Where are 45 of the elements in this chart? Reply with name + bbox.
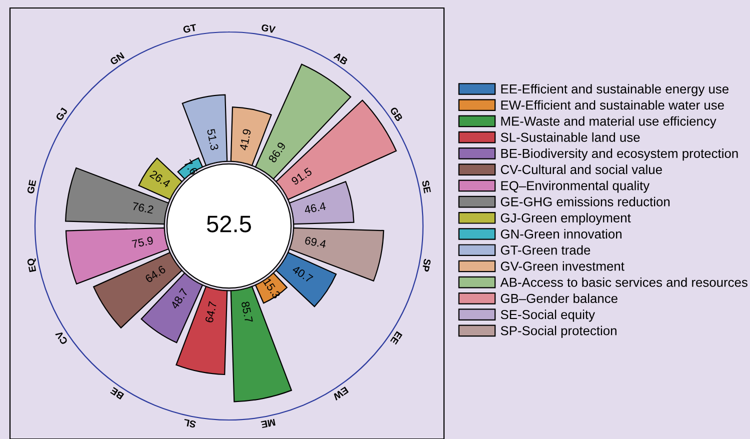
category-label: SE xyxy=(422,180,431,194)
data-label: 69.4 xyxy=(304,236,326,248)
legend-label: SL-Sustainable land use xyxy=(500,132,640,142)
category-label: GN xyxy=(110,52,125,66)
data-label: 64.7 xyxy=(205,301,217,323)
category-label: GB xyxy=(390,106,404,122)
legend-label: GV-Green investment xyxy=(500,261,624,271)
legend-label: GN-Green innovation xyxy=(500,229,622,239)
data-label: 51.3 xyxy=(206,128,219,150)
legend-label: GE-GHG emissions reduction xyxy=(500,196,670,206)
category-label: SL xyxy=(183,418,196,428)
text: 52.5 xyxy=(206,216,251,232)
data-label: 91.5 xyxy=(290,167,312,186)
legend-label: EE-Efficient and sustainable energy use xyxy=(501,84,728,96)
category-label: GV xyxy=(261,24,276,34)
category-label: SP xyxy=(422,258,432,272)
legend-label: CV-Cultural and social value xyxy=(500,164,662,174)
legend-label: SP-Social protection xyxy=(500,326,616,338)
data-label: 40.7 xyxy=(292,264,314,284)
data-label: 75.9 xyxy=(132,236,154,248)
data-label: 76.2 xyxy=(132,202,154,214)
legend-label: EQ–Environmental quality xyxy=(501,180,650,193)
category-label: GT xyxy=(182,24,197,34)
legend-label: AB-Access to basic services and resources xyxy=(500,277,748,287)
category-label: CV xyxy=(55,330,68,346)
data-label: 85.7 xyxy=(241,301,253,323)
category-label: ME xyxy=(260,418,276,428)
category-label: EE xyxy=(390,331,402,345)
category-label: GJ xyxy=(55,107,68,122)
category-label: AB xyxy=(333,52,348,66)
category-label: EW xyxy=(332,386,349,400)
data-label: 64.6 xyxy=(144,265,166,284)
data-label: 46.4 xyxy=(304,202,326,214)
legend-label: EW-Efficient and sustainable water use xyxy=(501,100,724,110)
legend-label: GT-Green trade xyxy=(500,245,590,255)
category-label: GE xyxy=(26,180,36,194)
data-label: 26.4 xyxy=(149,170,172,188)
legend-label: ME-Waste and material use efficiency xyxy=(501,116,716,128)
legend-label: SE-Social equity xyxy=(500,310,595,322)
category-label: EQ xyxy=(26,258,38,272)
legend-label: BE-Biodiversity and ecosystem protection xyxy=(501,148,738,161)
legend-label: GJ-Green employment xyxy=(500,212,631,226)
category-label: BE xyxy=(110,387,124,400)
legend-label: GB–Gender balance xyxy=(500,294,618,304)
data-label: 41.9 xyxy=(239,128,252,151)
